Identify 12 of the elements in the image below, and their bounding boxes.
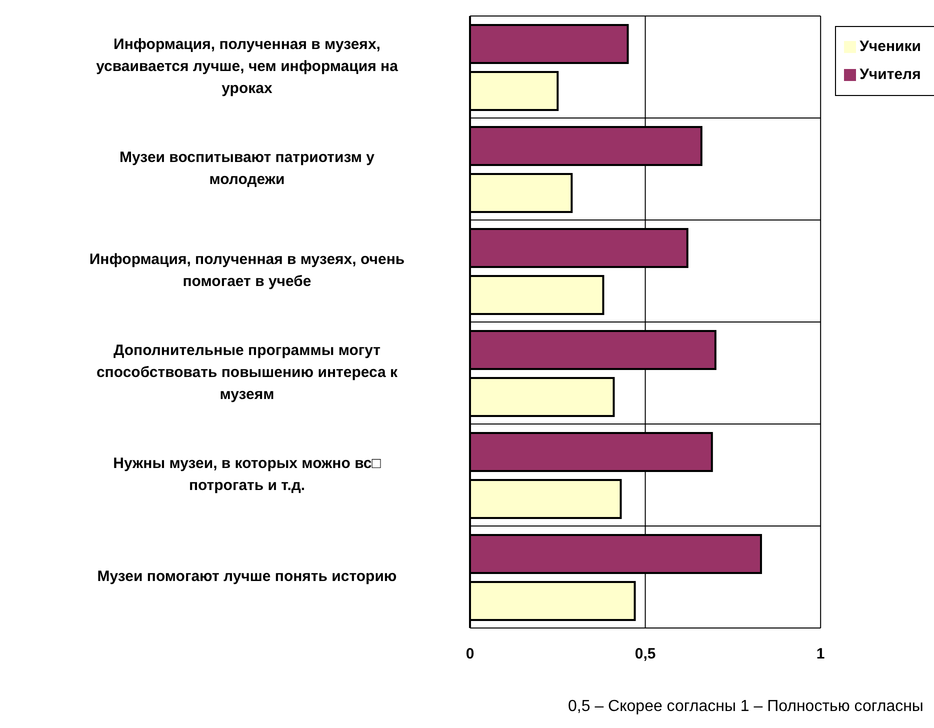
y-tick-label: Музеи помогают лучше понять историю	[97, 568, 397, 585]
y-tick-label: Музеи воспитывают патриотизм у молодежи	[120, 148, 376, 188]
y-tick-label: Информация, полученная в музеях, очень помогает в учебе	[89, 250, 405, 290]
y-tick-label: Нужны музеи, в которых можно вс□ потрогать и т.д.	[113, 454, 382, 494]
y-tick-label: Дополнительные программы могут способствовать повышению интереса к музеям	[96, 342, 398, 403]
x-tick-label: 1	[816, 646, 825, 663]
legend-label: Учителя	[860, 66, 921, 83]
text: 0,5 – Скорее согласны 1 – Полностью согласны	[568, 698, 924, 716]
x-tick-label: 0,5	[634, 646, 656, 663]
y-tick-label: Информация, полученная в музеях, усваивается лучше, чем информация на уроках	[96, 36, 399, 97]
x-tick-label: 0	[466, 646, 474, 663]
legend-label: Ученики	[860, 38, 921, 55]
